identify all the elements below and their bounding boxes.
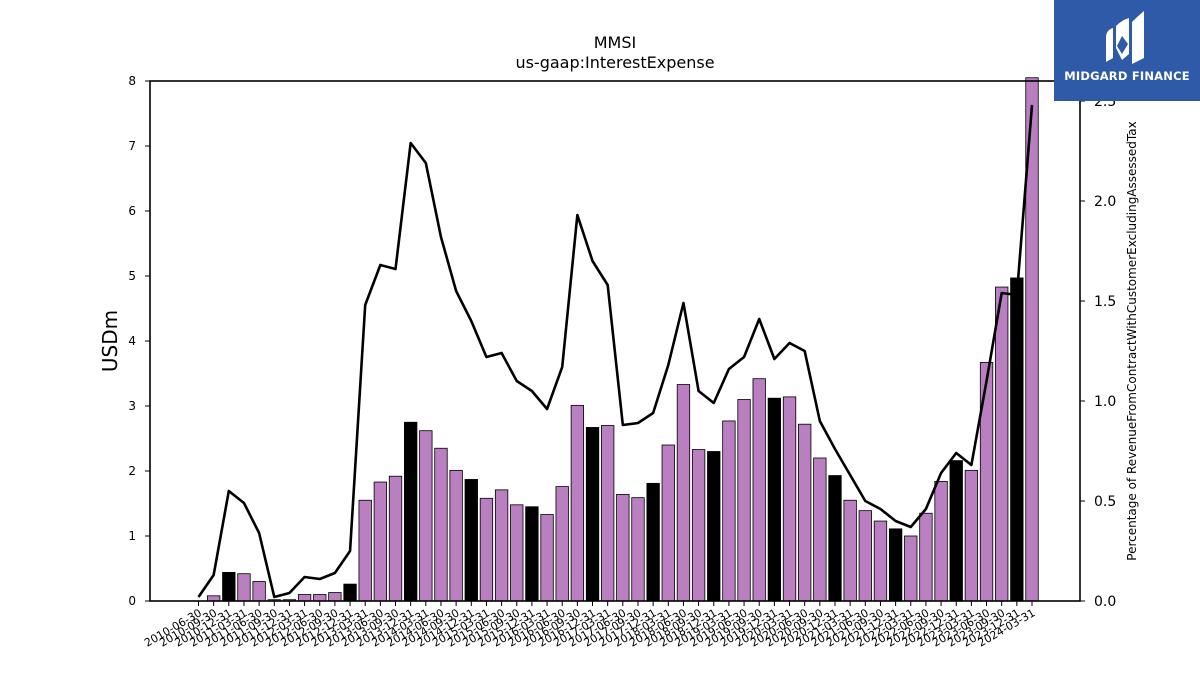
y2-tick-label: 1.0 [1094,394,1116,410]
bar-2012-06-30 [313,594,327,602]
bar-2021-06-30 [858,510,872,602]
bar-2018-09-30 [691,449,706,602]
bar-2017-03-31 [601,425,615,602]
bar-2021-09-30 [873,520,888,602]
bar-2016-03-31 [540,514,554,602]
bar-2010-12-31 [222,572,236,602]
x-axis: 2010-06-302010-09-302010-12-312011-03-31… [142,601,1038,650]
bar-2011-06-30 [252,581,266,602]
bar-2017-12-31 [646,482,660,602]
y-tick-label: 7 [128,139,136,153]
series-line [197,104,1034,599]
y2-axis-label: Percentage of RevenueFromContractWithCus… [1125,121,1139,560]
y-axis-right: 0.00.51.01.52.02.5 [1080,94,1116,610]
bar-2022-06-30 [919,512,933,602]
bar-2018-12-31 [707,451,721,602]
bar-2023-09-30 [995,286,1009,602]
chart-subtitle: us-gaap:InterestExpense [515,53,714,72]
bar-2017-09-30 [631,497,645,602]
bar-2013-03-31 [358,499,372,602]
bar-2020-03-31 [782,396,797,602]
bar-2012-09-30 [328,592,342,602]
bar-2020-09-30 [813,457,827,602]
bar-2014-03-31 [419,430,433,602]
bar-2015-03-31 [479,497,494,602]
bar-2013-12-31 [404,421,418,602]
bar-2014-09-30 [449,469,463,602]
y-axis-left: 0 1 2 3 4 5 6 7 8 [128,74,150,608]
y-tick-label: 3 [128,399,136,413]
bar-2021-03-31 [843,499,857,602]
bar-2023-12-31 [1010,277,1024,602]
bar-2016-06-30 [555,486,569,602]
bar-2019-03-31 [722,420,736,602]
y-tick-label: 8 [128,74,136,88]
bar-2023-03-31 [964,469,979,602]
bar-2012-03-31 [297,594,312,602]
bar-2019-09-30 [752,378,766,602]
bar-2015-12-31 [525,506,539,602]
bar-2019-06-30 [737,399,751,602]
bar-2018-03-31 [661,444,675,602]
brand-logo-text: MIDGARD FINANCE [1064,69,1190,83]
bar-2014-06-30 [434,447,448,602]
bar-2022-12-31 [949,460,963,602]
bar-2022-03-31 [904,535,918,602]
chart-title: MMSI [594,33,636,52]
bars-layer [206,77,1039,602]
bar-2019-12-31 [767,397,782,602]
bar-2018-06-30 [676,384,691,602]
y-tick-label: 4 [128,334,136,348]
bar-2016-12-31 [585,427,600,602]
bar-2015-06-30 [494,489,509,602]
y-tick-label: 0 [128,594,136,608]
bar-2021-12-31 [888,528,903,602]
bar-2016-09-30 [570,404,585,602]
bar-2015-09-30 [510,504,524,602]
y-tick-label: 1 [128,529,136,543]
bar-2022-09-30 [934,480,948,602]
y-tick-label: 6 [128,204,136,218]
bar-2011-03-31 [237,573,251,602]
y2-tick-label: 1.5 [1094,294,1116,310]
y-axis-label: USDm [98,310,122,372]
bar-2012-12-31 [343,583,357,602]
bar-2017-06-30 [616,493,630,602]
bar-2020-12-31 [828,475,842,602]
line-layer [197,104,1034,599]
brand-logo: MIDGARD FINANCE [1054,0,1200,101]
midgard-logo-icon [1106,11,1144,64]
y2-tick-label: 0.0 [1094,594,1116,610]
y-tick-label: 2 [128,464,136,478]
y2-tick-label: 0.5 [1094,494,1116,510]
bar-2013-09-30 [388,475,403,602]
bar-2020-06-30 [798,423,812,602]
bar-2013-06-30 [373,481,388,602]
bar-2014-12-31 [464,479,478,602]
y2-tick-label: 2.0 [1094,194,1116,210]
y-tick-label: 5 [128,269,136,283]
